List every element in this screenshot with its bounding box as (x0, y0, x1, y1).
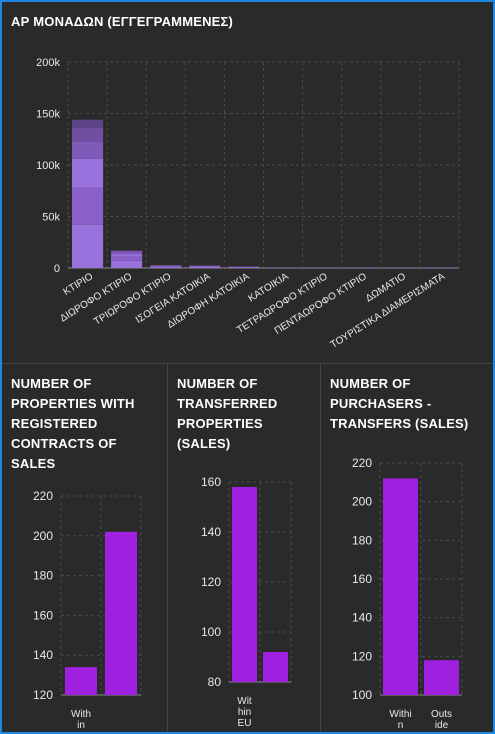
panel-title: NUMBER OF PROPERTIES WITH REGISTERED CON… (11, 374, 135, 474)
x-tick-label: With (71, 709, 91, 720)
bar-segment (423, 267, 455, 269)
y-tick-label: 220 (352, 456, 372, 470)
y-tick-label: 160 (352, 572, 372, 586)
panel-title: NUMBER OF PURCHASERS - TRANSFERS (SALES) (330, 374, 468, 434)
y-tick-label: 120 (352, 649, 372, 663)
bar (65, 667, 97, 695)
y-tick-label: 80 (208, 675, 222, 689)
bar-segment (111, 254, 143, 257)
title-line: REGISTERED (11, 416, 98, 431)
bar-segment (189, 266, 221, 268)
x-tick-label: Wit (237, 696, 252, 707)
title-line: NUMBER OF (177, 376, 258, 391)
bar (424, 660, 459, 695)
bar-segment (72, 187, 104, 225)
bar (263, 652, 288, 682)
y-tick-label: 140 (201, 525, 221, 539)
top-chart-panel: ΑΡ ΜΟΝΑΔΩΝ (ΕΓΓΕΓΡΑΜΜΕΝΕΣ) 0 50k 100k 150k 2… (2, 2, 493, 362)
bar-segment (228, 267, 260, 268)
title-line: SALES (11, 456, 56, 471)
title-line: TRANSFERS (SALES) (330, 416, 469, 431)
y-tick-label: 180 (352, 533, 372, 547)
y-tick-label: 180 (33, 569, 53, 583)
bar-segment (345, 267, 377, 269)
bar-segment (150, 265, 182, 267)
title-line: NUMBER OF (11, 376, 92, 391)
y-tick-label: 160 (201, 475, 221, 489)
bar-segment (150, 265, 182, 266)
x-tick-label: EU (238, 718, 252, 729)
y-tick-label: 50k (42, 212, 60, 224)
title-line: CONTRACTS OF (11, 436, 117, 451)
panel-title: NUMBER OF TRANSFERRED PROPERTIES (SALES) (177, 374, 277, 454)
bar-segment (72, 158, 104, 188)
bar-segment (111, 260, 143, 268)
contracts-panel: NUMBER OF PROPERTIES WITH REGISTERED CON… (2, 364, 166, 732)
y-tick-label: 0 (54, 263, 60, 275)
transferred-panel: NUMBER OF TRANSFERRED PROPERTIES (SALES)… (168, 364, 319, 732)
y-tick-label: 100 (201, 625, 221, 639)
x-tick-label: ide (435, 720, 449, 731)
y-tick-label: 100 (352, 688, 372, 702)
x-tick-label: hin (238, 707, 251, 718)
title-line: PROPERTIES WITH (11, 396, 135, 411)
bar-segment (267, 267, 299, 269)
divider (167, 364, 168, 732)
y-tick-label: 100k (36, 160, 60, 172)
title-line: PROPERTIES (177, 416, 263, 431)
bar-segment (189, 266, 221, 267)
y-tick-label: 140 (352, 611, 372, 625)
bar-segment (72, 119, 104, 128)
bar-segment (306, 267, 338, 269)
bar (105, 531, 137, 695)
y-tick-label: 120 (201, 575, 221, 589)
title-line: (SALES) (177, 436, 231, 451)
x-tick-label: EU (394, 731, 408, 732)
bar (232, 487, 257, 682)
y-tick-label: 200k (36, 57, 60, 69)
bar-segment (111, 251, 143, 255)
x-tick-label: in (77, 720, 85, 731)
purchasers-panel: NUMBER OF PURCHASERS - TRANSFERS (SALES)… (321, 364, 493, 732)
bar-segment (72, 224, 104, 268)
bar-segment (150, 266, 182, 268)
y-tick-label: 150k (36, 109, 60, 121)
bar-segment (189, 265, 221, 267)
title-line: TRANSFERRED (177, 396, 278, 411)
bar-segment (72, 127, 104, 142)
y-tick-label: 200 (352, 495, 372, 509)
y-tick-label: 120 (33, 688, 53, 702)
title-line: NUMBER OF (330, 376, 411, 391)
bar-segment (111, 256, 143, 261)
x-tick-label: n (398, 720, 404, 731)
panel-title: ΑΡ ΜΟΝΑΔΩΝ (ΕΓΓΕΓΡΑΜΜΕΝΕΣ) (11, 14, 234, 29)
x-tick-label: Outs (431, 709, 452, 720)
bar-segment (111, 250, 143, 252)
divider (2, 363, 493, 364)
bar (383, 478, 418, 695)
x-tick-label: Withi (389, 709, 411, 720)
y-tick-label: 200 (33, 529, 53, 543)
y-tick-label: 220 (33, 489, 53, 503)
bar-segment (228, 266, 260, 268)
y-tick-label: 140 (33, 648, 53, 662)
divider (320, 364, 321, 732)
title-line: PURCHASERS - (330, 396, 432, 411)
y-tick-label: 160 (33, 608, 53, 622)
bar-segment (384, 267, 416, 269)
bar-segment (72, 141, 104, 159)
x-tick-label: ΚΤΙΡΙΟ (61, 271, 95, 298)
